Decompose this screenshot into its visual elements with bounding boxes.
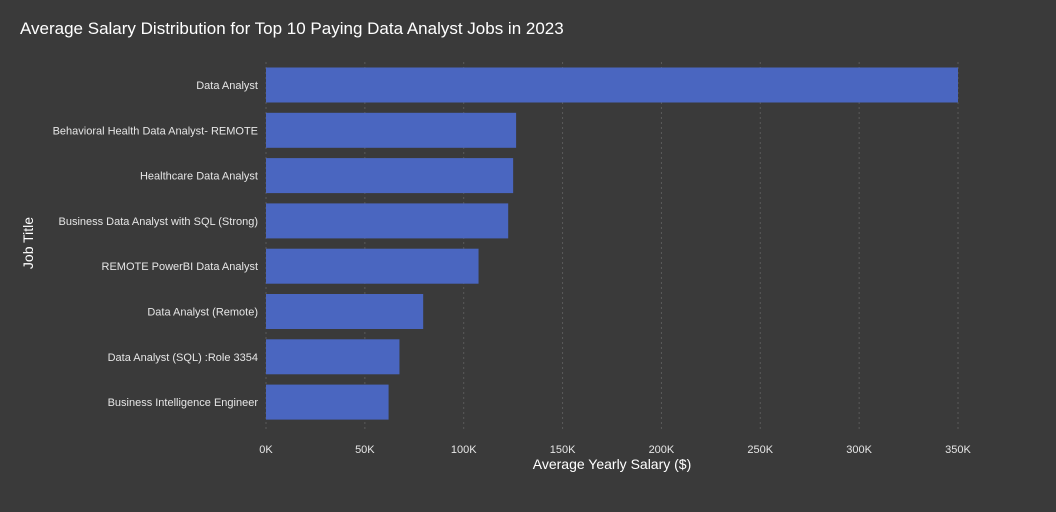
x-tick-label: 350K [945, 444, 971, 456]
y-tick-label: Data Analyst (Remote) [147, 307, 258, 319]
bar[interactable] [266, 67, 958, 103]
y-tick-label: Business Data Analyst with SQL (Strong) [58, 216, 258, 228]
y-tick-labels: Data Analyst Behavioral Health Data Analy… [53, 80, 259, 409]
y-tick-label: REMOTE PowerBI Data Analyst [102, 261, 259, 273]
bar[interactable] [266, 294, 424, 329]
y-tick-label: Data Analyst (SQL) :Role 3354 [108, 352, 258, 364]
x-tick-label: 200K [649, 444, 675, 456]
bar[interactable] [266, 203, 509, 239]
chart-title: Average Salary Distribution for Top 10 P… [20, 19, 564, 38]
x-tick-label: 150K [550, 444, 576, 456]
bar[interactable] [266, 384, 389, 420]
bar[interactable] [266, 248, 479, 284]
x-axis-title: Average Yearly Salary ($) [533, 456, 692, 472]
y-tick-label: Business Intelligence Engineer [108, 397, 259, 409]
bar[interactable] [266, 339, 400, 375]
x-tick-label: 250K [747, 444, 773, 456]
y-tick-label: Data Analyst [196, 80, 258, 92]
y-tick-label: Behavioral Health Data Analyst- REMOTE [53, 125, 258, 137]
x-tick-labels: 0K 50K 100K 150K 200K 250K 300K 350K [259, 444, 971, 456]
y-tick-label: Healthcare Data Analyst [140, 171, 258, 183]
bar[interactable] [266, 112, 517, 148]
x-tick-label: 0K [259, 444, 273, 456]
x-tick-label: 100K [451, 444, 477, 456]
bar[interactable] [266, 158, 514, 194]
y-axis-title: Job Title [20, 217, 36, 269]
bars [266, 67, 958, 420]
x-tick-label: 50K [355, 444, 375, 456]
x-tick-label: 300K [846, 444, 872, 456]
